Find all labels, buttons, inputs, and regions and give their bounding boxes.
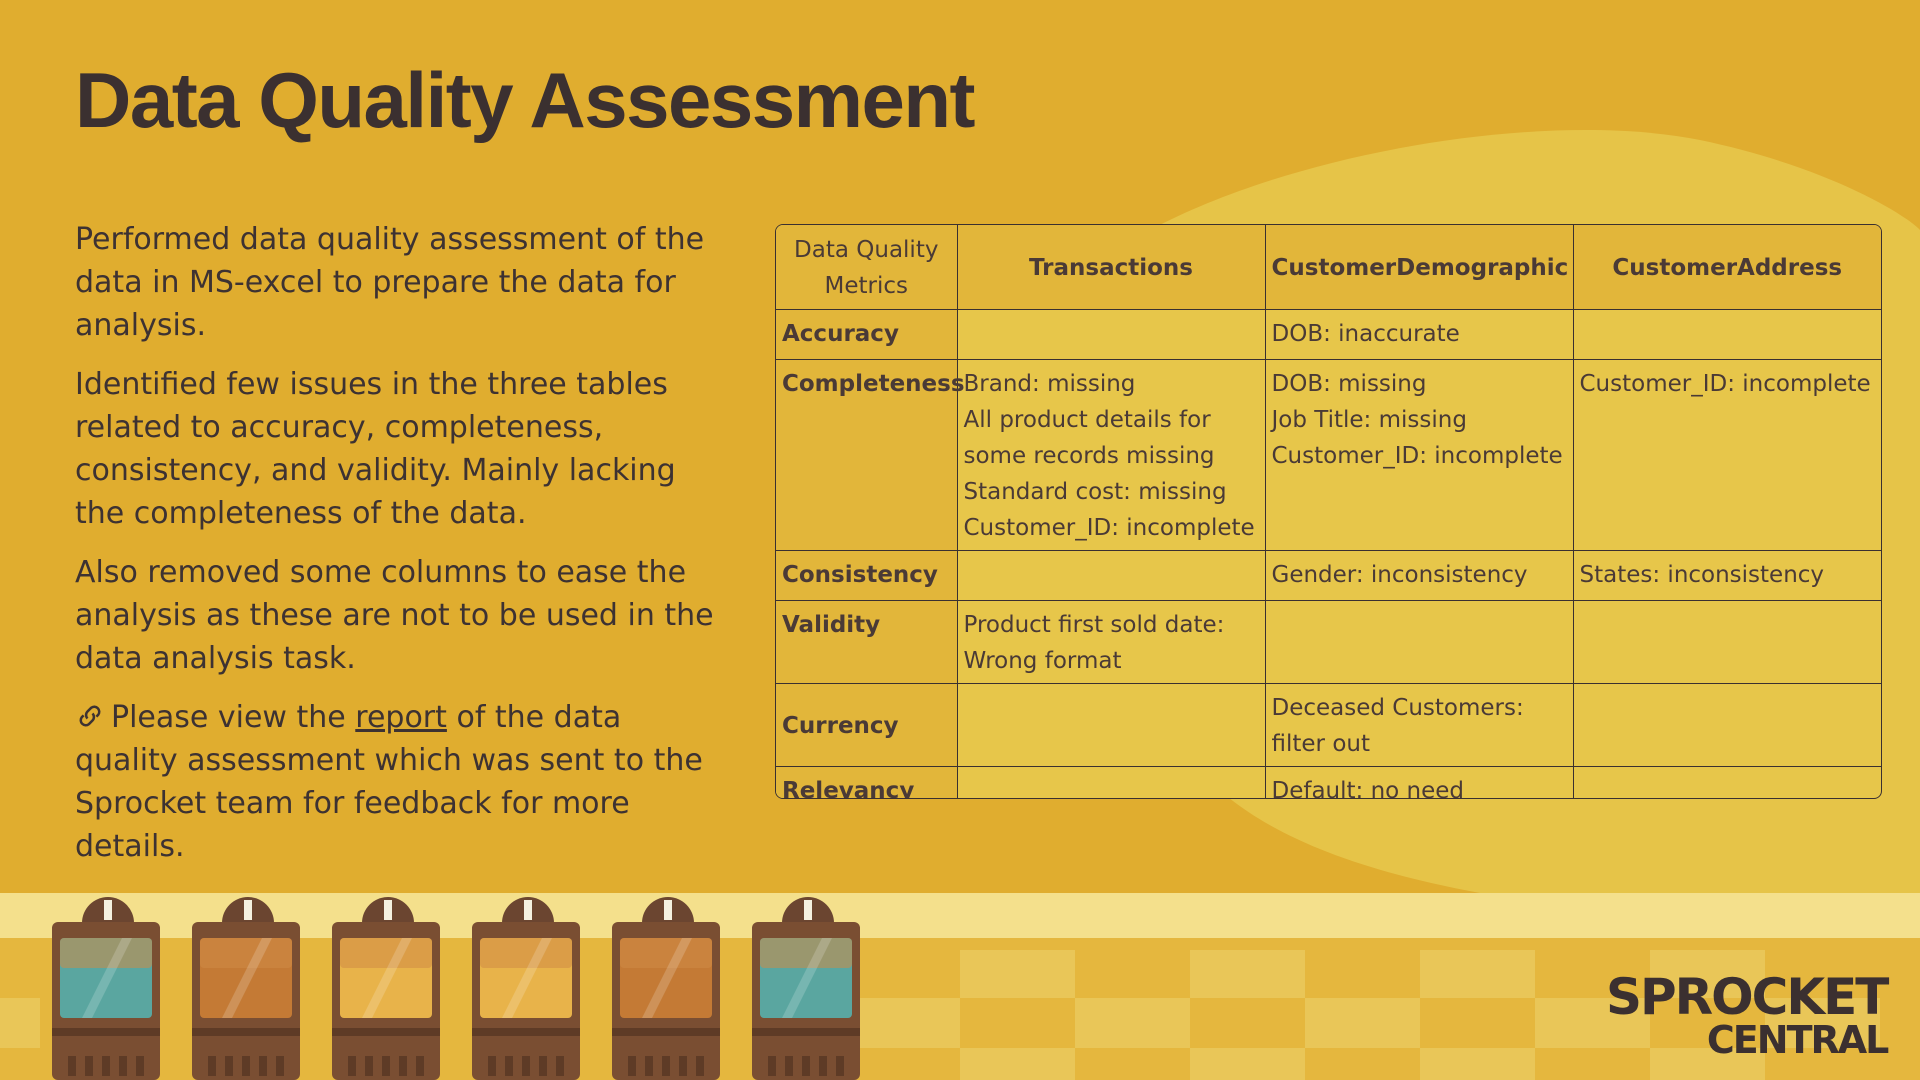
data-quality-table: Data Quality Metrics Transactions Custom…: [775, 224, 1882, 799]
table-cell: [1264, 599, 1574, 684]
table-row: Consistency Gender: inconsistency States: …: [776, 549, 1881, 601]
table-cell: Brand: missing All product details for so…: [956, 358, 1266, 551]
table-cell: [1572, 765, 1881, 798]
sprocket-central-logo: SPROCKET CENTRAL: [1606, 968, 1889, 1062]
cell-text: Customer_ID: incomplete: [1271, 442, 1563, 469]
paragraph-2: Identified few issues in the three table…: [75, 367, 676, 531]
column-header-customer-address: CustomerAddress: [1572, 225, 1881, 310]
cell-text: Product first sold date: Wrong format: [963, 611, 1225, 674]
link-icon: [79, 705, 101, 727]
column-header-customer-demographic: CustomerDemographic: [1264, 225, 1574, 310]
metric-label: Completeness: [776, 358, 965, 551]
cell-text: All product details for some records mis…: [963, 406, 1215, 469]
cell-text: Customer_ID: incomplete: [1579, 370, 1871, 397]
cell-text: Standard cost: missing: [963, 478, 1227, 505]
table-cell: [956, 682, 1266, 767]
paragraph-4: Please view the report of the data quali…: [75, 696, 715, 868]
metric-label: Currency: [776, 682, 958, 767]
paragraph-1: Performed data quality assessment of the…: [75, 222, 705, 343]
table-cell: States: inconsistency: [1572, 549, 1881, 601]
table-corner-header: Data Quality Metrics: [776, 225, 958, 310]
table-cell: [956, 308, 1266, 360]
table-row: Completeness Brand: missing All product de…: [776, 358, 1881, 551]
page-title: Data Quality Assessment: [75, 56, 976, 144]
paragraph-4-after: of the data quality assessment which was…: [75, 700, 703, 864]
table-cell: [956, 765, 1266, 798]
cell-text: DOB: inaccurate: [1271, 320, 1460, 347]
dispenser-decoration: [612, 897, 720, 1080]
table-cell: [1572, 308, 1881, 360]
cell-text: Default: no need: [1271, 777, 1465, 799]
table-cell: [1572, 599, 1881, 684]
paragraph-3: Also removed some columns to ease the an…: [75, 555, 714, 676]
paragraph-4-before: Please view the: [111, 700, 356, 735]
metric-label: Consistency: [776, 549, 958, 601]
table-cell: Default: no need: [1264, 765, 1574, 799]
cell-text: Deceased Customers: filter out: [1271, 694, 1524, 757]
table-cell: [956, 549, 1266, 601]
metric-label: Relevancy: [776, 765, 958, 798]
logo-line-1: SPROCKET: [1606, 968, 1889, 1026]
table-cell: Customer_ID: incomplete: [1572, 358, 1881, 551]
table-cell: Deceased Customers: filter out: [1264, 682, 1574, 767]
cell-text: States: inconsistency: [1579, 561, 1825, 588]
cell-text: Gender: inconsistency: [1271, 561, 1528, 588]
dispenser-decoration: [52, 897, 160, 1080]
dispenser-decoration: [332, 897, 440, 1080]
table-row: Validity Product first sold date: Wrong f…: [776, 599, 1881, 684]
cell-text: Customer_ID: incomplete: [963, 514, 1255, 541]
cell-text: DOB: missing: [1271, 370, 1427, 397]
table-cell: Gender: inconsistency: [1264, 549, 1574, 601]
cell-text: Brand: missing: [963, 370, 1136, 397]
table-cell: Product first sold date: Wrong format: [956, 599, 1266, 684]
table-row: Relevancy Default: no need: [776, 765, 1881, 799]
table-row: Accuracy DOB: inaccurate: [776, 308, 1881, 360]
logo-line-2: CENTRAL: [1706, 1018, 1889, 1062]
metric-label: Validity: [776, 599, 958, 684]
metric-label: Accuracy: [776, 308, 958, 360]
dispenser-decoration: [752, 897, 860, 1080]
dispenser-decoration: [472, 897, 580, 1080]
table-cell: [1572, 682, 1881, 767]
description-text: Performed data quality assessment of the…: [75, 218, 715, 884]
floor-decoration: [0, 893, 1920, 1080]
dispenser-decoration: [192, 897, 300, 1080]
cell-text: Job Title: missing: [1271, 406, 1467, 433]
table-cell: DOB: inaccurate: [1264, 308, 1574, 360]
report-link[interactable]: report: [355, 700, 447, 735]
column-header-transactions: Transactions: [956, 225, 1266, 310]
table-cell: DOB: missing Job Title: missing Customer_I…: [1264, 358, 1574, 551]
table-row: Currency Deceased Customers: filter out: [776, 682, 1881, 767]
